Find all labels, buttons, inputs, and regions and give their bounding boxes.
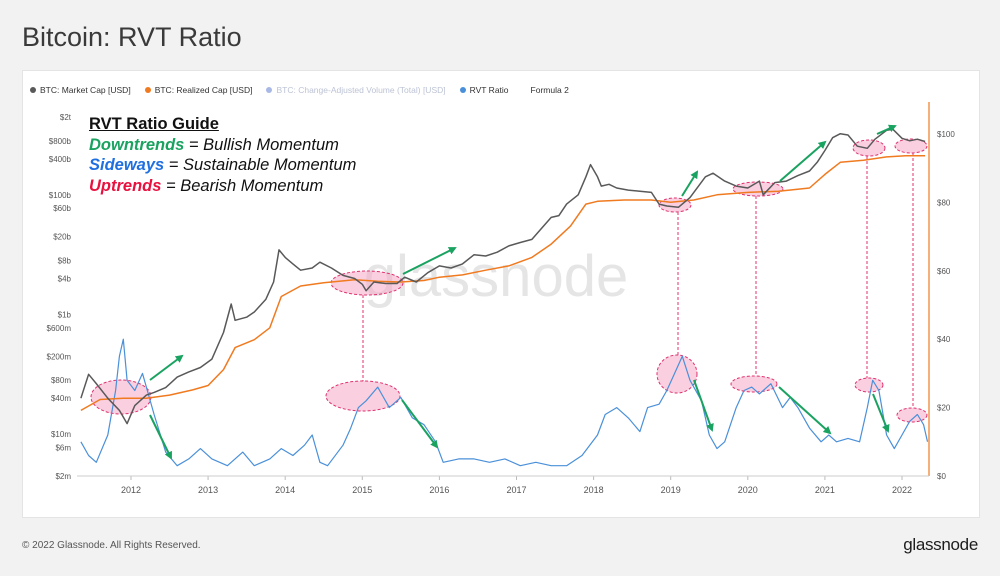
ellipse-2022-price: [894, 138, 928, 154]
y-left-tick-label: $80m: [51, 376, 71, 385]
ellipse-2021-rvt: [854, 377, 884, 393]
rvt-guide: RVT Ratio Guide Downtrends = Bullish Mom…: [89, 114, 356, 196]
guide-meaning: = Bullish Momentum: [184, 135, 339, 154]
y-right-tick-label: $20: [937, 404, 951, 413]
y-left-tick-label: $40m: [51, 394, 71, 403]
guide-row-uptrends: Uptrends = Bearish Momentum: [89, 176, 356, 197]
legend-label: BTC: Realized Cap [USD]: [154, 85, 253, 95]
y-left-tick-label: $2m: [55, 472, 71, 481]
y-right-tick-label: $80: [937, 198, 951, 207]
x-tick-label: 2013: [198, 485, 218, 495]
legend-item-market-cap[interactable]: BTC: Market Cap [USD]: [30, 85, 131, 95]
y-left-tick-label: $60b: [53, 204, 71, 213]
legend-item-formula-2[interactable]: Formula 2: [523, 85, 569, 95]
x-tick-label: 2022: [892, 485, 912, 495]
series-line-btc-market-cap-usd: [80, 128, 926, 425]
x-tick-label: 2014: [275, 485, 295, 495]
y-left-tick-label: $1b: [58, 311, 72, 320]
x-tick-label: 2016: [429, 485, 449, 495]
y-left-tick-label: $10m: [51, 430, 71, 439]
page-title: Bitcoin: RVT Ratio: [22, 22, 242, 52]
arrow-2015-down: [401, 399, 439, 449]
legend-label: BTC: Market Cap [USD]: [40, 85, 131, 95]
arrow-2021-up: [876, 124, 897, 135]
guide-row-sideways: Sideways = Sustainable Momentum: [89, 155, 356, 176]
guide-meaning: = Bearish Momentum: [161, 176, 324, 195]
legend-dot-icon: [266, 87, 273, 93]
guide-key: Sideways: [89, 156, 165, 174]
y-right-tick-label: $60: [937, 267, 951, 276]
y-right-tick-label: $100: [937, 130, 955, 139]
ellipse-2012-price: [90, 379, 152, 415]
x-tick-label: 2017: [506, 485, 526, 495]
x-tick-label: 2015: [352, 485, 372, 495]
y-left-tick-label: $20b: [53, 233, 71, 242]
copyright: © 2022 Glassnode. All Rights Reserved.: [22, 540, 201, 551]
arrow-2021-down: [872, 393, 890, 433]
guide-key: Uptrends: [89, 176, 162, 195]
y-left-tick-label: $600m: [47, 324, 72, 333]
guide-meaning: = Sustainable Momentum: [164, 156, 357, 174]
y-left-tick-label: $800b: [49, 137, 72, 146]
guide-row-downtrends: Downtrends = Bullish Momentum: [89, 135, 356, 156]
arrow-2012-up: [149, 354, 184, 381]
ellipse-2021-price: [852, 139, 886, 157]
x-tick-label: 2020: [738, 485, 758, 495]
series-line-btc-realized-cap-usd: [80, 155, 926, 412]
y-left-tick-label: $8b: [58, 256, 72, 265]
guide-key: Downtrends: [89, 135, 185, 154]
arrow-2020-down: [778, 386, 832, 435]
legend-dot-icon: [459, 87, 466, 93]
arrow-2019-up: [681, 170, 699, 197]
x-tick-label: 2018: [584, 485, 604, 495]
legend-label: RVT Ratio: [469, 85, 509, 95]
guide-title: RVT Ratio Guide: [89, 115, 219, 133]
series-line-rvt-ratio: [80, 338, 929, 467]
x-tick-label: 2021: [815, 485, 835, 495]
legend-dot-icon: [144, 87, 151, 93]
ellipse-2020-price: [732, 181, 784, 197]
legend-item-rvt-ratio[interactable]: RVT Ratio: [459, 85, 509, 95]
legend-item-realized-cap[interactable]: BTC: Realized Cap [USD]: [144, 85, 253, 95]
arrow-2020-up: [779, 140, 827, 182]
y-right-tick-label: $40: [937, 335, 951, 344]
y-right-tick-label: $0: [937, 472, 946, 481]
legend-item-volume[interactable]: BTC: Change-Adjusted Volume (Total) [USD…: [266, 85, 446, 95]
brand-logo[interactable]: glassnode: [903, 535, 978, 554]
y-left-tick-label: $400b: [49, 155, 72, 164]
chart-svg: glassnode $2t $800b $400b $100b $60b $20b $8b $…: [47, 102, 955, 495]
x-tick-label: 2019: [661, 485, 681, 495]
arrow-2015-up: [402, 247, 457, 275]
y-left-tick-label: $4b: [58, 274, 72, 283]
arrow-2012-down: [149, 414, 172, 460]
y-left-tick-label: $200m: [47, 352, 72, 361]
x-tick-label: 2012: [121, 485, 141, 495]
y-left-tick-label: $100b: [49, 191, 72, 200]
arrow-2019-down: [693, 379, 714, 432]
legend-label: Formula 2: [530, 85, 569, 95]
y-left-tick-label: $2t: [60, 113, 72, 122]
y-left-tick-label: $6m: [55, 443, 71, 452]
legend-label: BTC: Change-Adjusted Volume (Total) [USD…: [276, 85, 446, 95]
chart-legend: BTC: Market Cap [USD] BTC: Realized Cap …: [30, 83, 583, 97]
ellipse-2019-rvt: [656, 354, 698, 394]
watermark: glassnode: [364, 244, 628, 309]
legend-dot-icon: [30, 87, 36, 93]
